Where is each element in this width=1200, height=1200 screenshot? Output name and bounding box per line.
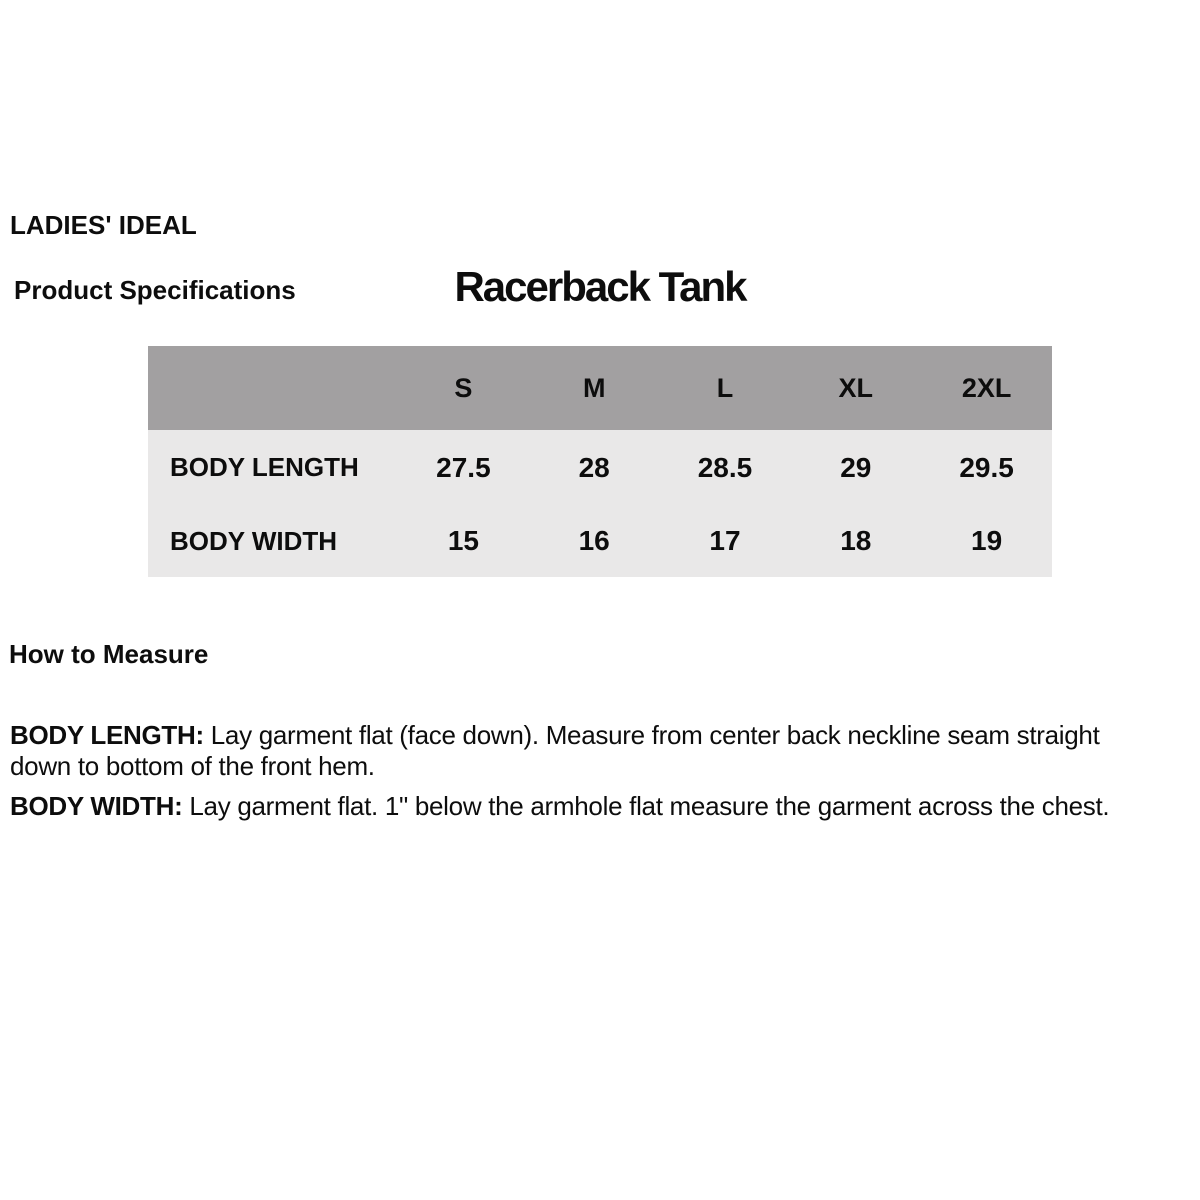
- size-col-s: S: [454, 372, 473, 403]
- body-width-instruction-label: BODY WIDTH:: [10, 791, 183, 821]
- how-to-measure-heading: How to Measure: [9, 639, 209, 669]
- size-col-xl: XL: [838, 372, 874, 403]
- row-label: BODY LENGTH: [170, 452, 359, 482]
- size-col-2xl: 2XL: [961, 372, 1012, 403]
- body-width-l: 17: [709, 525, 741, 556]
- brand-title: LADIES' IDEAL: [10, 210, 197, 240]
- table-row-body-width: BODY WIDTH 15 16 17 18 19: [148, 505, 1052, 577]
- size-table-header-row: S M L XL 2XL: [148, 346, 1052, 430]
- table-row-body-length: BODY LENGTH 27.5 28 28.5 29 29.5: [148, 430, 1052, 505]
- body-length-m: 28: [578, 451, 610, 483]
- product-title: Racerback Tank: [454, 263, 747, 310]
- row-label: BODY WIDTH: [170, 525, 338, 556]
- body-length-instruction-text: Lay garment flat (face down). Measure fr…: [10, 720, 1100, 781]
- section-label: Product Specifications: [14, 275, 296, 305]
- size-spec-table: S M L XL 2XL BODY LENGTH 27.5 28 28.5 29…: [148, 346, 1052, 577]
- body-length-instruction: BODY LENGTH: Lay garment flat (face down…: [10, 720, 1200, 782]
- body-length-instruction-label: BODY LENGTH:: [10, 720, 204, 750]
- body-width-instruction-text: Lay garment flat. 1" below the armhole f…: [189, 791, 1110, 821]
- body-width-xl: 18: [840, 525, 872, 556]
- body-length-l: 28.5: [697, 451, 753, 483]
- body-width-s: 15: [447, 525, 479, 556]
- size-col-l: L: [716, 372, 734, 403]
- body-width-m: 16: [578, 525, 610, 556]
- body-length-s: 27.5: [436, 451, 491, 483]
- body-length-2xl: 29.5: [959, 451, 1014, 483]
- size-col-m: M: [582, 372, 606, 403]
- body-length-xl: 29: [840, 451, 872, 483]
- body-width-instruction: BODY WIDTH: Lay garment flat. 1" below t…: [10, 791, 1200, 822]
- body-width-2xl: 19: [971, 525, 1003, 556]
